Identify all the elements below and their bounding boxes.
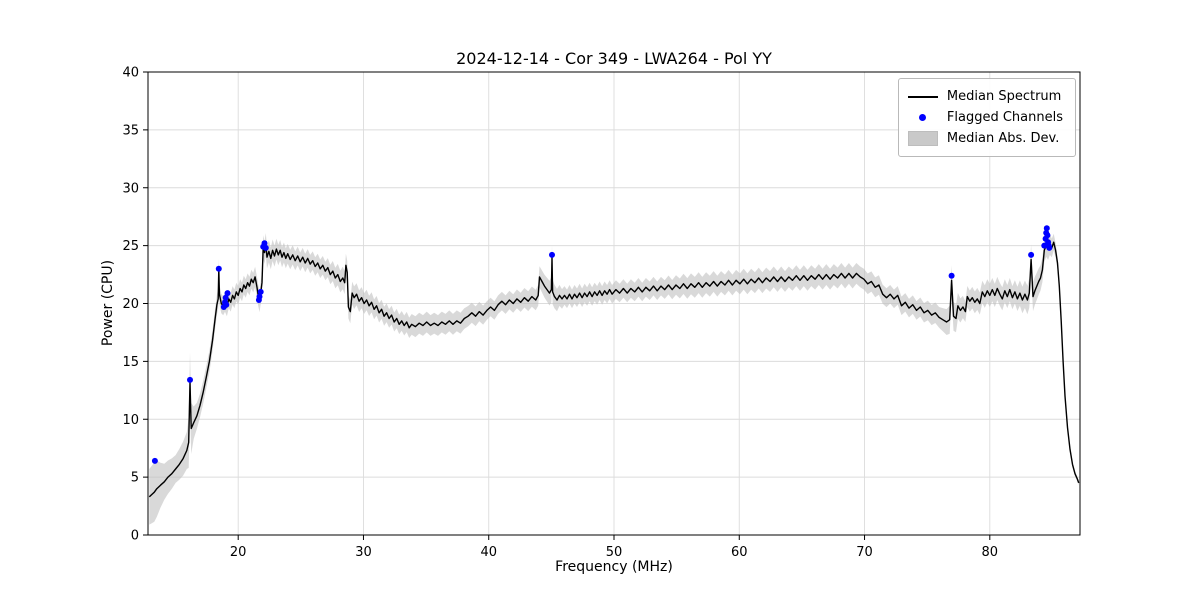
legend-item-median-abs-dev: Median Abs. Dev. (907, 128, 1063, 149)
median-spectrum-line (148, 241, 1080, 498)
x-tick-label: 50 (606, 545, 623, 560)
flagged-channel-dot (262, 244, 269, 251)
flagged-channel-dot (549, 251, 555, 258)
median-spectrum-line-swatch (907, 95, 938, 98)
x-tick-label: 30 (355, 545, 372, 560)
legend-item-median-spectrum: Median Spectrum (907, 86, 1063, 107)
flagged-channel-dot (256, 293, 263, 300)
legend: Median Spectrum Flagged Channels Median … (897, 78, 1076, 157)
y-tick-label: 40 (122, 66, 139, 81)
flagged-channel-dot (1028, 251, 1035, 258)
page-title: 2024-12-14 - Cor 349 - LWA264 - Pol YY (456, 49, 772, 68)
y-tick-label: 25 (122, 239, 139, 254)
y-axis-label: Power (CPU) (100, 259, 116, 347)
flagged-channel-dot (222, 294, 229, 301)
x-tick-label: 80 (982, 545, 999, 560)
y-tick-label: 10 (122, 413, 139, 428)
flagged-channel-dot (948, 272, 955, 279)
y-tick-label: 0 (131, 529, 139, 544)
y-tick-label: 35 (122, 123, 139, 138)
legend-label: Median Abs. Dev. (946, 131, 1060, 146)
mad-band (149, 233, 1079, 525)
legend-item-flagged-channels: Flagged Channels (908, 107, 1063, 128)
y-tick-label: 30 (122, 181, 139, 196)
flagged-channel-dot (1043, 225, 1050, 232)
flagged-channel-dot (1044, 232, 1051, 239)
x-axis-label: Frequency (MHz) (555, 559, 673, 575)
x-tick-label: 60 (731, 545, 748, 560)
median-abs-dev-patch-swatch (907, 131, 938, 146)
y-tick-label: 20 (122, 297, 139, 312)
flagged-channel-dot (257, 288, 264, 295)
legend-label: Flagged Channels (946, 110, 1063, 125)
flagged-channel-dot (187, 376, 193, 383)
flagged-channel-dot (151, 457, 158, 464)
flagged-channels-dot-swatch (908, 114, 938, 121)
flagged-channel-dot (223, 301, 230, 308)
legend-label: Median Spectrum (946, 89, 1062, 104)
x-tick-label: 40 (480, 545, 497, 560)
flagged-channel-dot (261, 240, 268, 247)
y-tick-label: 15 (122, 355, 139, 370)
flagged-channel-dot (215, 265, 222, 272)
flagged-channel-dot (224, 290, 231, 297)
flagged-channel-dot (1046, 244, 1053, 251)
x-tick-label: 70 (856, 545, 873, 560)
y-tick-label: 5 (131, 471, 139, 486)
x-tick-label: 20 (230, 545, 247, 560)
